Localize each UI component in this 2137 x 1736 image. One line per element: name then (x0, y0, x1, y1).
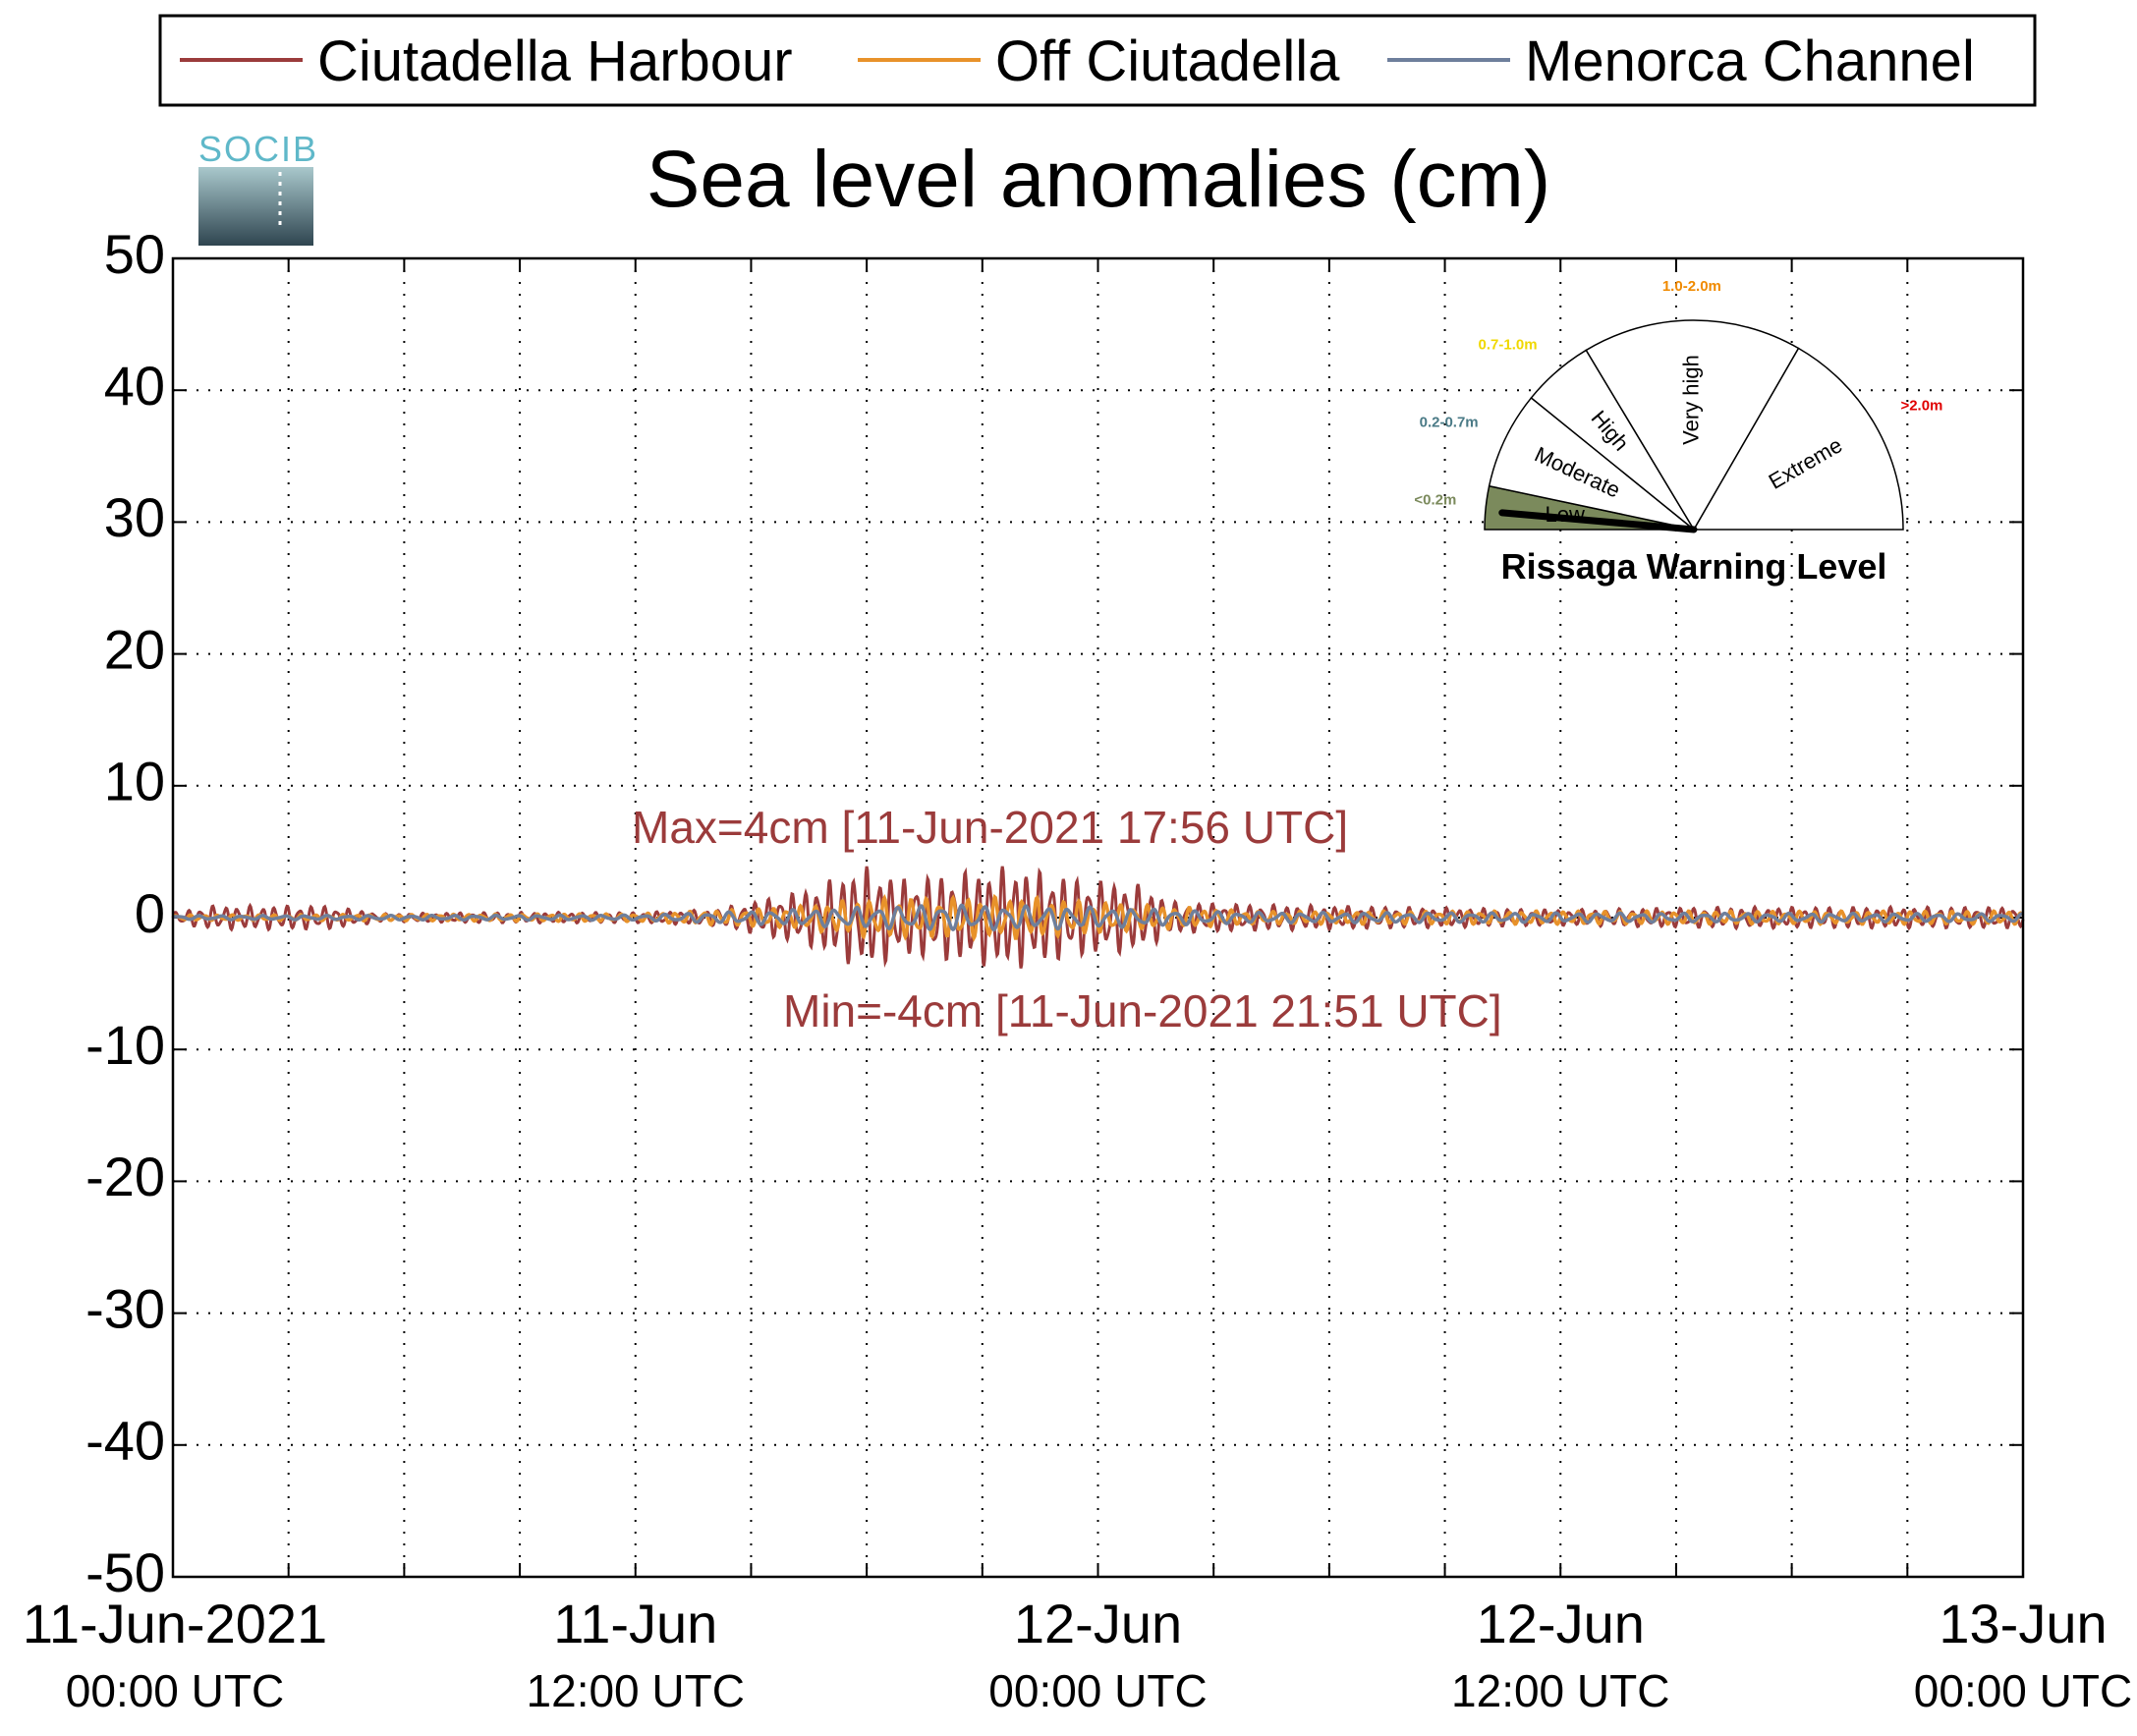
y-tick-label: -40 (85, 1410, 165, 1472)
y-tick-label: 30 (104, 486, 165, 548)
y-tick-label: 20 (104, 618, 165, 680)
gauge-sector (1488, 396, 1695, 531)
gauge-range-label: <0.2m (1414, 492, 1456, 509)
max-annotation: Max=4cm [11-Jun-2021 17:56 UTC] (632, 802, 1348, 853)
y-tick-label: 10 (104, 751, 165, 812)
chart-title: Sea level anomalies (cm) (647, 135, 1551, 224)
legend-label-menorca-channel: Menorca Channel (1525, 29, 1975, 93)
x-tick-time-label: 00:00 UTC (66, 1665, 284, 1716)
gauge-sector (1692, 347, 1904, 531)
x-tick-date-label: 13-Jun (1939, 1593, 2107, 1654)
y-tick-label: -20 (85, 1146, 165, 1207)
socib-logo: SOCIB (198, 129, 318, 246)
gauge-sector-label: Very high (1679, 355, 1704, 445)
gauge-title: Rissaga Warning Level (1501, 546, 1887, 587)
x-tick-date-label: 11-Jun (553, 1593, 717, 1654)
x-tick-time-label: 12:00 UTC (1451, 1665, 1669, 1716)
y-tick-label: 0 (135, 882, 165, 944)
x-tick-date-label: 11-Jun-2021 (23, 1593, 327, 1654)
gauge-sector (1585, 319, 1800, 532)
gauge-range-label: 0.2-0.7m (1420, 414, 1479, 430)
x-tick-date-label: 12-Jun (1014, 1593, 1182, 1654)
svg-text:SOCIB: SOCIB (198, 129, 318, 169)
y-tick-label: -50 (85, 1541, 165, 1603)
gauge-range-label: 0.7-1.0m (1479, 337, 1538, 354)
y-tick-label: 50 (104, 223, 165, 285)
plot-frame (171, 256, 2025, 1579)
y-tick-label: -10 (85, 1014, 165, 1076)
x-tick-time-label: 00:00 UTC (988, 1665, 1207, 1716)
legend-label-off-ciutadella: Off Ciutadella (995, 29, 1340, 93)
series-line-menorca-channel (172, 903, 2024, 932)
legend-label-ciutadella-harbour: Ciutadella Harbour (317, 29, 793, 93)
x-tick-time-label: 00:00 UTC (1914, 1665, 2132, 1716)
gauge-needle (1498, 509, 1698, 533)
series-layer (171, 866, 2025, 969)
min-annotation: Min=-4cm [11-Jun-2021 21:51 UTC] (783, 985, 1502, 1036)
legend: Ciutadella Harbour Off Ciutadella Menorc… (158, 14, 2037, 107)
y-axis: 50 40 30 20 10 0 -10 -20 -30 -40 -50 (85, 223, 2023, 1603)
x-tick-date-label: 12-Jun (1477, 1593, 1645, 1654)
gauge-range-label: 1.0-2.0m (1662, 278, 1721, 295)
y-tick-label: -30 (85, 1277, 165, 1339)
gauge-range-label: >2.0m (1900, 398, 1942, 415)
x-axis: 11-Jun-2021 00:00 UTC 11-Jun 12:00 UTC 12-Ju… (23, 258, 2132, 1716)
y-tick-label: 40 (104, 355, 165, 417)
x-tick-time-label: 12:00 UTC (527, 1665, 745, 1716)
